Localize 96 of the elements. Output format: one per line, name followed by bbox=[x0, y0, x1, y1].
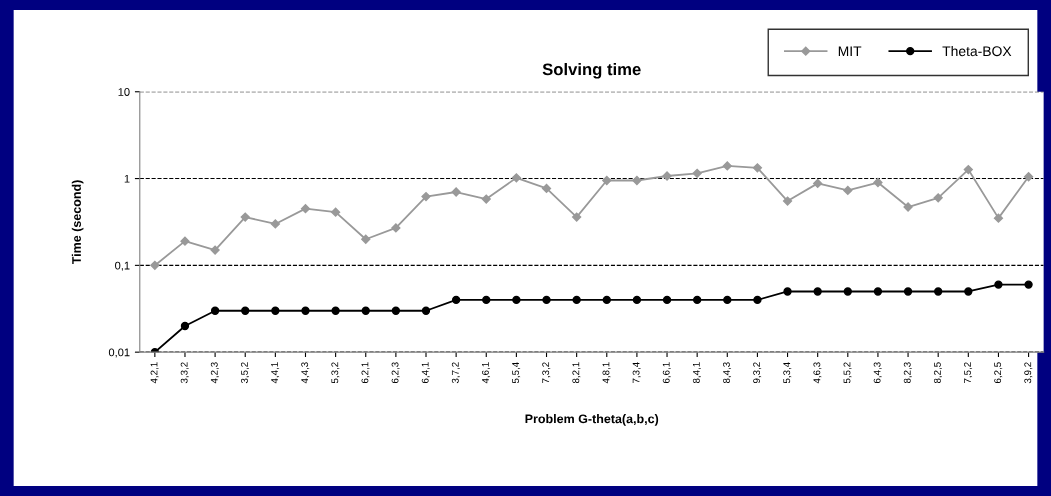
point bbox=[421, 306, 431, 315]
point bbox=[602, 175, 612, 186]
point bbox=[632, 175, 642, 186]
point bbox=[963, 164, 973, 175]
point bbox=[994, 280, 1003, 289]
chart-title: Solving time bbox=[542, 63, 641, 79]
point bbox=[542, 295, 551, 305]
x-tick-label: 4,8,1 bbox=[602, 362, 611, 384]
point bbox=[843, 287, 852, 296]
x-tick-label: 4,6,3 bbox=[813, 362, 822, 384]
point bbox=[873, 177, 883, 188]
x-tick-label: 4,2,3 bbox=[210, 362, 219, 384]
point bbox=[782, 196, 793, 206]
x-tick-label: 5,5,2 bbox=[843, 362, 852, 384]
point bbox=[934, 287, 943, 296]
x-tick-label: 8,2,3 bbox=[903, 362, 912, 384]
x-tick-label: 3,5,2 bbox=[240, 362, 249, 384]
point bbox=[722, 161, 732, 171]
x-tick-label: 5,5,4 bbox=[512, 362, 521, 384]
point bbox=[752, 163, 763, 173]
point bbox=[210, 306, 220, 315]
point bbox=[692, 168, 702, 178]
x-tick-label: 6,2,1 bbox=[361, 362, 370, 384]
x-tick-label: 7,5,2 bbox=[964, 362, 973, 384]
point bbox=[210, 245, 220, 255]
point bbox=[572, 295, 581, 305]
point bbox=[300, 204, 311, 214]
x-tick-label: 4,2,1 bbox=[150, 362, 159, 384]
x-tick-label: 8,4,1 bbox=[692, 362, 701, 384]
point bbox=[662, 295, 672, 305]
point bbox=[572, 212, 582, 222]
x-tick-label: 6,2,3 bbox=[391, 362, 400, 384]
x-tick-label: 9,3,2 bbox=[753, 362, 762, 384]
point bbox=[241, 306, 250, 315]
point bbox=[993, 213, 1004, 223]
point bbox=[753, 295, 762, 305]
point bbox=[391, 306, 401, 315]
point bbox=[451, 187, 461, 197]
x-tick-label: 6,2,5 bbox=[994, 362, 1003, 384]
point bbox=[451, 295, 461, 305]
point bbox=[361, 234, 371, 244]
x-tick-label: 6,6,1 bbox=[662, 362, 671, 384]
point bbox=[361, 306, 370, 315]
point bbox=[933, 193, 943, 203]
point bbox=[813, 287, 822, 296]
point bbox=[964, 287, 973, 296]
y-tick-label: 10 bbox=[118, 88, 130, 96]
y-tick-label: 0,1 bbox=[115, 261, 130, 271]
y-tick-label: 1 bbox=[124, 174, 130, 183]
x-tick-label: 7,3,4 bbox=[632, 362, 641, 384]
point bbox=[512, 295, 521, 305]
point bbox=[331, 306, 340, 315]
point bbox=[391, 223, 401, 233]
x-tick-label: 5,3,2 bbox=[331, 362, 340, 384]
y-tick-label: 0,01 bbox=[108, 348, 130, 358]
x-tick-label: 8,2,5 bbox=[933, 362, 942, 384]
point bbox=[482, 295, 491, 305]
point bbox=[632, 295, 642, 305]
point bbox=[903, 287, 913, 296]
x-axis-title: Problem G-theta(a,b,c) bbox=[525, 414, 659, 426]
x-tick-label: 6,4,3 bbox=[873, 362, 882, 384]
point bbox=[541, 183, 552, 194]
x-tick-label: 4,6,1 bbox=[481, 362, 491, 384]
legend-label: Theta-BOX bbox=[942, 45, 1012, 57]
legend-label: MIT bbox=[838, 46, 862, 56]
point bbox=[813, 178, 823, 189]
point bbox=[873, 287, 883, 296]
x-tick-label: 8,2,1 bbox=[572, 362, 581, 384]
point bbox=[421, 191, 431, 202]
x-tick-label: 5,3,4 bbox=[783, 362, 792, 384]
point bbox=[1024, 280, 1033, 289]
point bbox=[240, 212, 250, 222]
point bbox=[271, 306, 280, 315]
point bbox=[783, 287, 792, 296]
x-tick-label: 3,3,2 bbox=[180, 362, 189, 384]
point bbox=[481, 194, 491, 204]
point bbox=[180, 321, 190, 331]
point bbox=[843, 185, 853, 196]
point bbox=[723, 295, 732, 305]
y-axis-title: Time (second) bbox=[71, 180, 84, 265]
x-tick-label: 4,4,3 bbox=[301, 362, 310, 384]
x-tick-label: 3,9,2 bbox=[1024, 362, 1033, 384]
x-tick-label: 6,4,1 bbox=[421, 362, 430, 384]
point bbox=[511, 173, 522, 183]
x-tick-label: 8,4,3 bbox=[723, 362, 732, 384]
point bbox=[270, 219, 280, 229]
point bbox=[602, 295, 611, 305]
point bbox=[692, 295, 702, 305]
point bbox=[301, 306, 310, 315]
x-tick-label: 4,4,1 bbox=[271, 362, 280, 384]
point bbox=[180, 236, 190, 246]
point bbox=[150, 260, 160, 270]
x-tick-label: 7,3,2 bbox=[542, 362, 551, 384]
x-tick-label: 3,7,2 bbox=[451, 362, 460, 384]
point bbox=[330, 207, 341, 217]
point bbox=[1023, 172, 1034, 182]
